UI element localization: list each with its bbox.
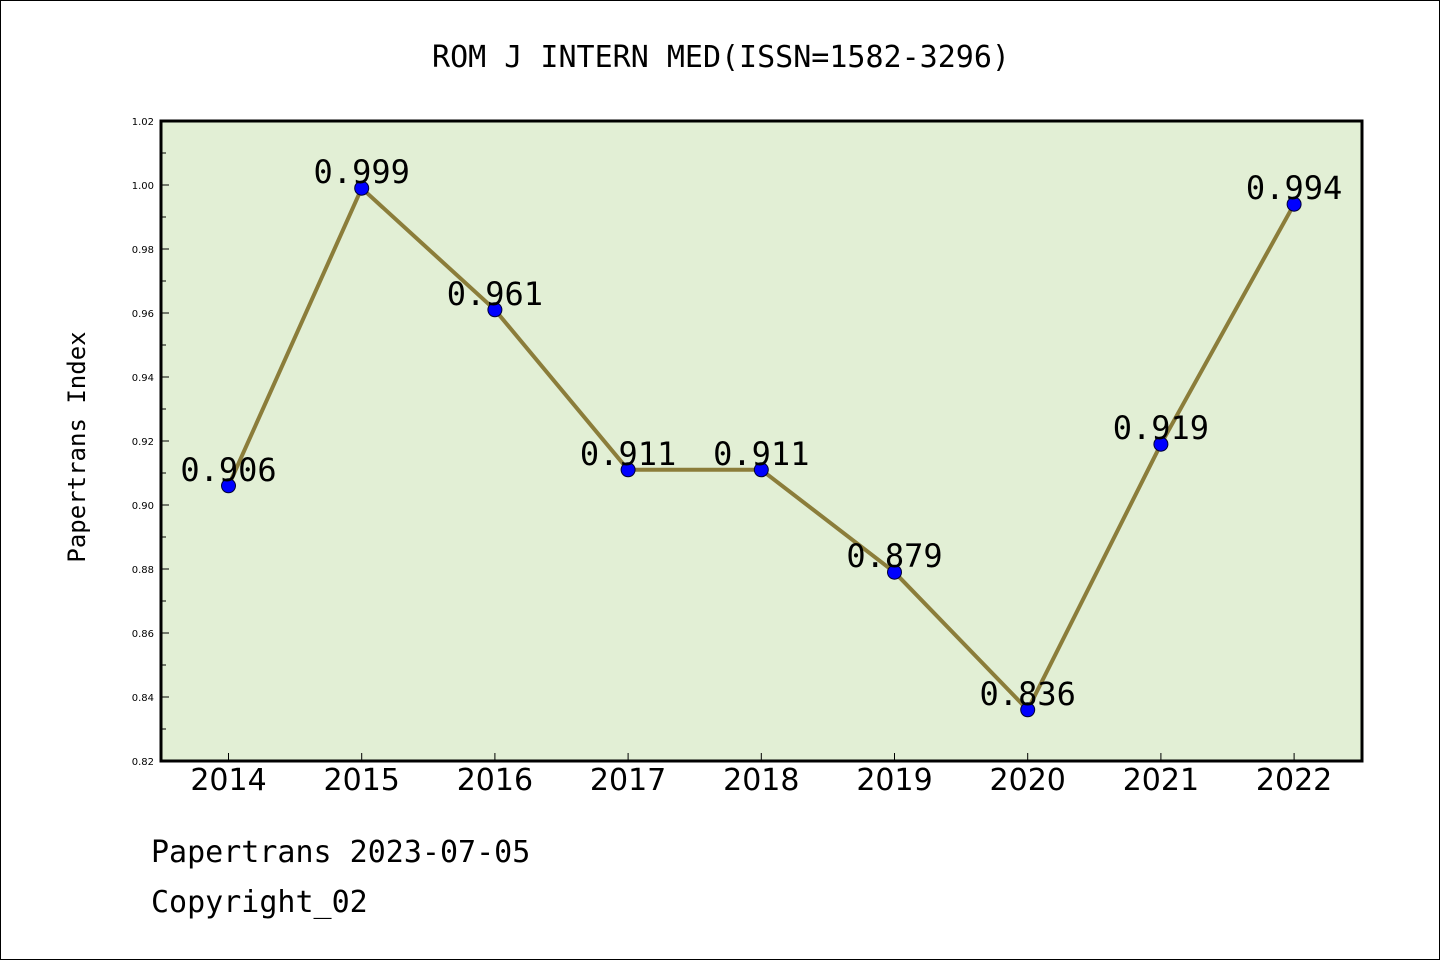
data-point (487, 302, 503, 318)
data-label: 0.999 (314, 153, 410, 191)
series-line-group: 0.906 0.999 0.961 0.911 0.911 0.879 0.836 0.919… (180, 153, 1342, 718)
y-tick-label: 0.88 (132, 565, 154, 576)
x-tick-label: 2021 (1123, 763, 1199, 798)
y-tick-label: 0.98 (132, 245, 154, 256)
x-tick-label: 2019 (856, 763, 932, 798)
x-tick-label: 2022 (1256, 763, 1332, 798)
chart-title: ROM J INTERN MED(ISSN=1582-3296) (432, 40, 1010, 75)
x-tick-label: 2018 (723, 763, 799, 798)
x-tick-label: 2017 (590, 763, 666, 798)
x-tick-label: 2016 (457, 763, 533, 798)
data-point (354, 180, 370, 196)
data-label: 0.911 (713, 435, 809, 473)
data-point (887, 564, 902, 580)
y-tick-label: 0.82 (132, 757, 154, 768)
data-point (1020, 702, 1036, 718)
data-label: 0.906 (180, 451, 276, 489)
y-tick-label: 0.90 (132, 501, 154, 512)
y-tick-label: 0.92 (132, 437, 154, 448)
data-label: 0.836 (980, 675, 1076, 713)
data-label: 0.994 (1246, 169, 1342, 207)
data-label: 0.911 (580, 435, 676, 473)
footer-date-text: Papertrans 2023-07-05 (151, 835, 531, 870)
y-tick-label: 0.96 (132, 309, 154, 320)
y-axis-label: Papertrans Index (63, 331, 91, 562)
y-tick-label: 0.86 (132, 629, 154, 640)
y-tick-label: 1.00 (132, 181, 154, 192)
y-tick-label: 0.84 (132, 693, 154, 704)
data-label: 0.961 (447, 275, 543, 313)
x-tick-label: 2014 (190, 763, 266, 798)
data-label: 0.879 (846, 537, 942, 575)
footer-copyright-text: Copyright_02 (151, 885, 368, 920)
y-tick-label: 1.02 (132, 117, 154, 128)
plot-border (159, 119, 1364, 763)
data-point (1153, 436, 1169, 452)
data-point (1286, 196, 1302, 212)
data-point (753, 462, 769, 478)
y-tick-label: 0.94 (132, 373, 154, 384)
x-tick-label: 2020 (990, 763, 1066, 798)
y-axis-ticks: 0.82 0.84 0.86 0.88 0.90 0.92 0.94 0.96 0.98 1.00… (132, 117, 1333, 798)
data-label: 0.919 (1113, 409, 1209, 447)
data-point (221, 478, 236, 494)
data-point (620, 462, 636, 478)
x-tick-label: 2015 (324, 763, 400, 798)
